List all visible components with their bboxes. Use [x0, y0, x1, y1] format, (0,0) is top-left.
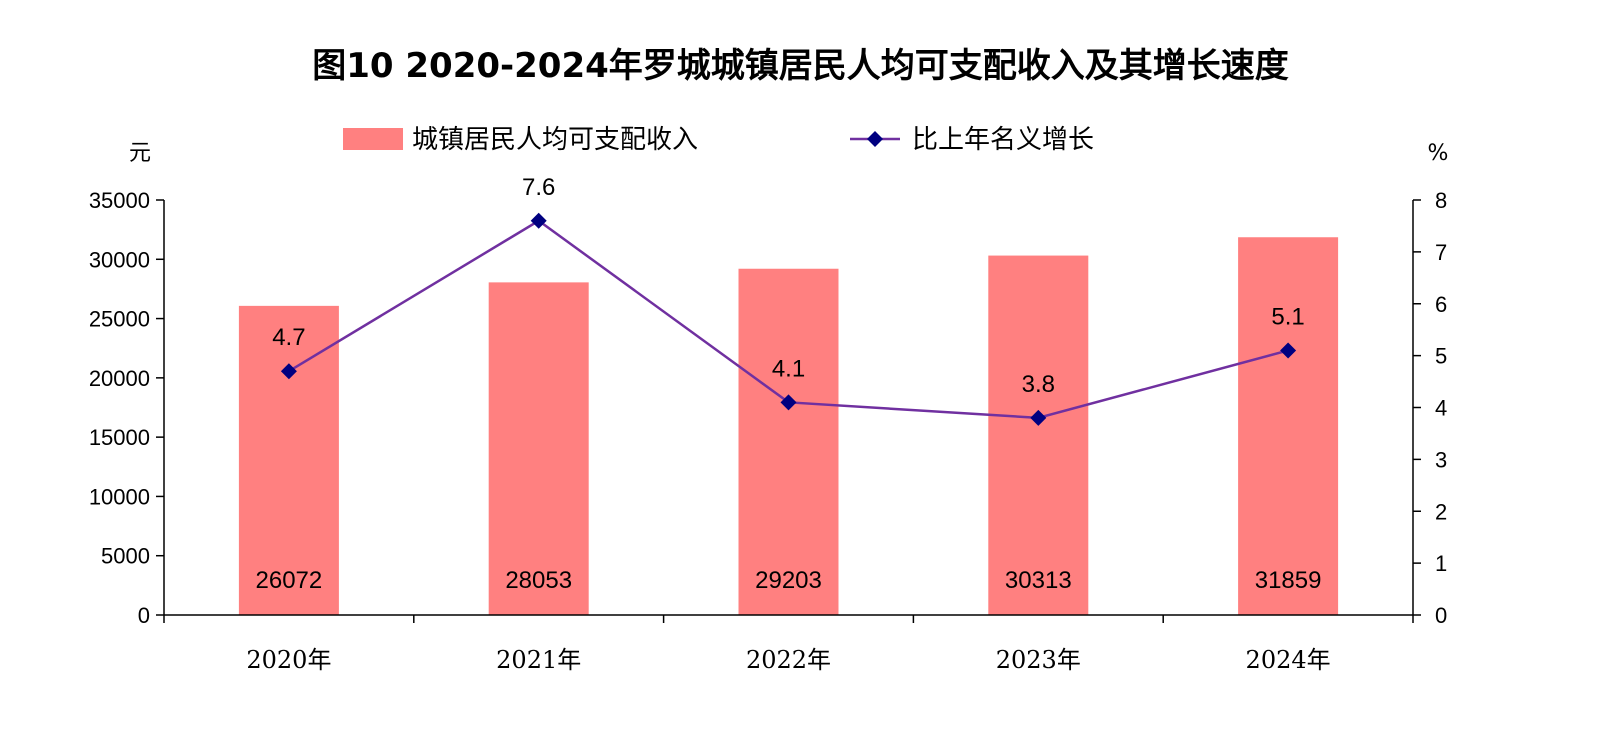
left-tick-label: 20000: [89, 366, 150, 391]
right-tick-label: 3: [1435, 447, 1447, 472]
x-tick-label: 2021年: [496, 646, 581, 674]
line-data-label: 7.6: [522, 174, 555, 201]
legend-bar-label: 城镇居民人均可支配收入: [412, 125, 698, 155]
left-tick-label: 10000: [89, 484, 150, 509]
line-point: [1030, 409, 1047, 426]
x-tick-label: 2024年: [1246, 646, 1331, 674]
right-tick-label: 1: [1435, 551, 1447, 576]
bar-data-label: 28053: [505, 567, 572, 594]
right-tick-label: 0: [1435, 603, 1447, 628]
bar-data-label: 26072: [256, 567, 323, 594]
bar: [738, 268, 839, 615]
right-tick-label: 6: [1435, 292, 1447, 317]
left-tick-label: 0: [138, 603, 150, 628]
chart-title: 图10 2020-2024年罗城城镇居民人均可支配收入及其增长速度: [312, 46, 1289, 86]
right-tick-label: 4: [1435, 396, 1447, 421]
bar: [1238, 237, 1339, 615]
line-data-label: 4.1: [772, 355, 805, 382]
right-tick-label: 2: [1435, 499, 1447, 524]
right-axis-unit: %: [1428, 141, 1449, 166]
x-tick-label: 2020年: [246, 646, 331, 674]
bar-data-label: 31859: [1255, 567, 1322, 594]
line-data-label: 3.8: [1022, 371, 1055, 398]
legend-bar-swatch: [343, 128, 403, 150]
bar-data-label: 29203: [755, 567, 822, 594]
x-tick-label: 2022年: [746, 646, 831, 674]
line-point: [530, 212, 547, 229]
right-tick-label: 5: [1435, 344, 1447, 369]
left-tick-label: 5000: [101, 544, 150, 569]
legend-line-marker: [867, 131, 883, 147]
left-tick-label: 35000: [89, 188, 150, 213]
left-tick-label: 15000: [89, 425, 150, 450]
bar: [238, 305, 339, 615]
line-point: [780, 394, 797, 411]
left-tick-label: 25000: [89, 307, 150, 332]
line-data-label: 5.1: [1271, 303, 1304, 330]
right-tick-label: 7: [1435, 240, 1447, 265]
left-axis-unit: 元: [129, 141, 151, 166]
legend-line-label: 比上年名义增长: [912, 125, 1094, 155]
bar-data-label: 30313: [1005, 567, 1072, 594]
bar: [988, 255, 1089, 615]
line-point: [1280, 342, 1297, 359]
right-tick-label: 8: [1435, 188, 1447, 213]
line-point: [280, 363, 297, 380]
bar: [488, 282, 589, 615]
x-tick-label: 2023年: [996, 646, 1081, 674]
left-tick-label: 30000: [89, 247, 150, 272]
line-data-label: 4.7: [272, 324, 305, 351]
